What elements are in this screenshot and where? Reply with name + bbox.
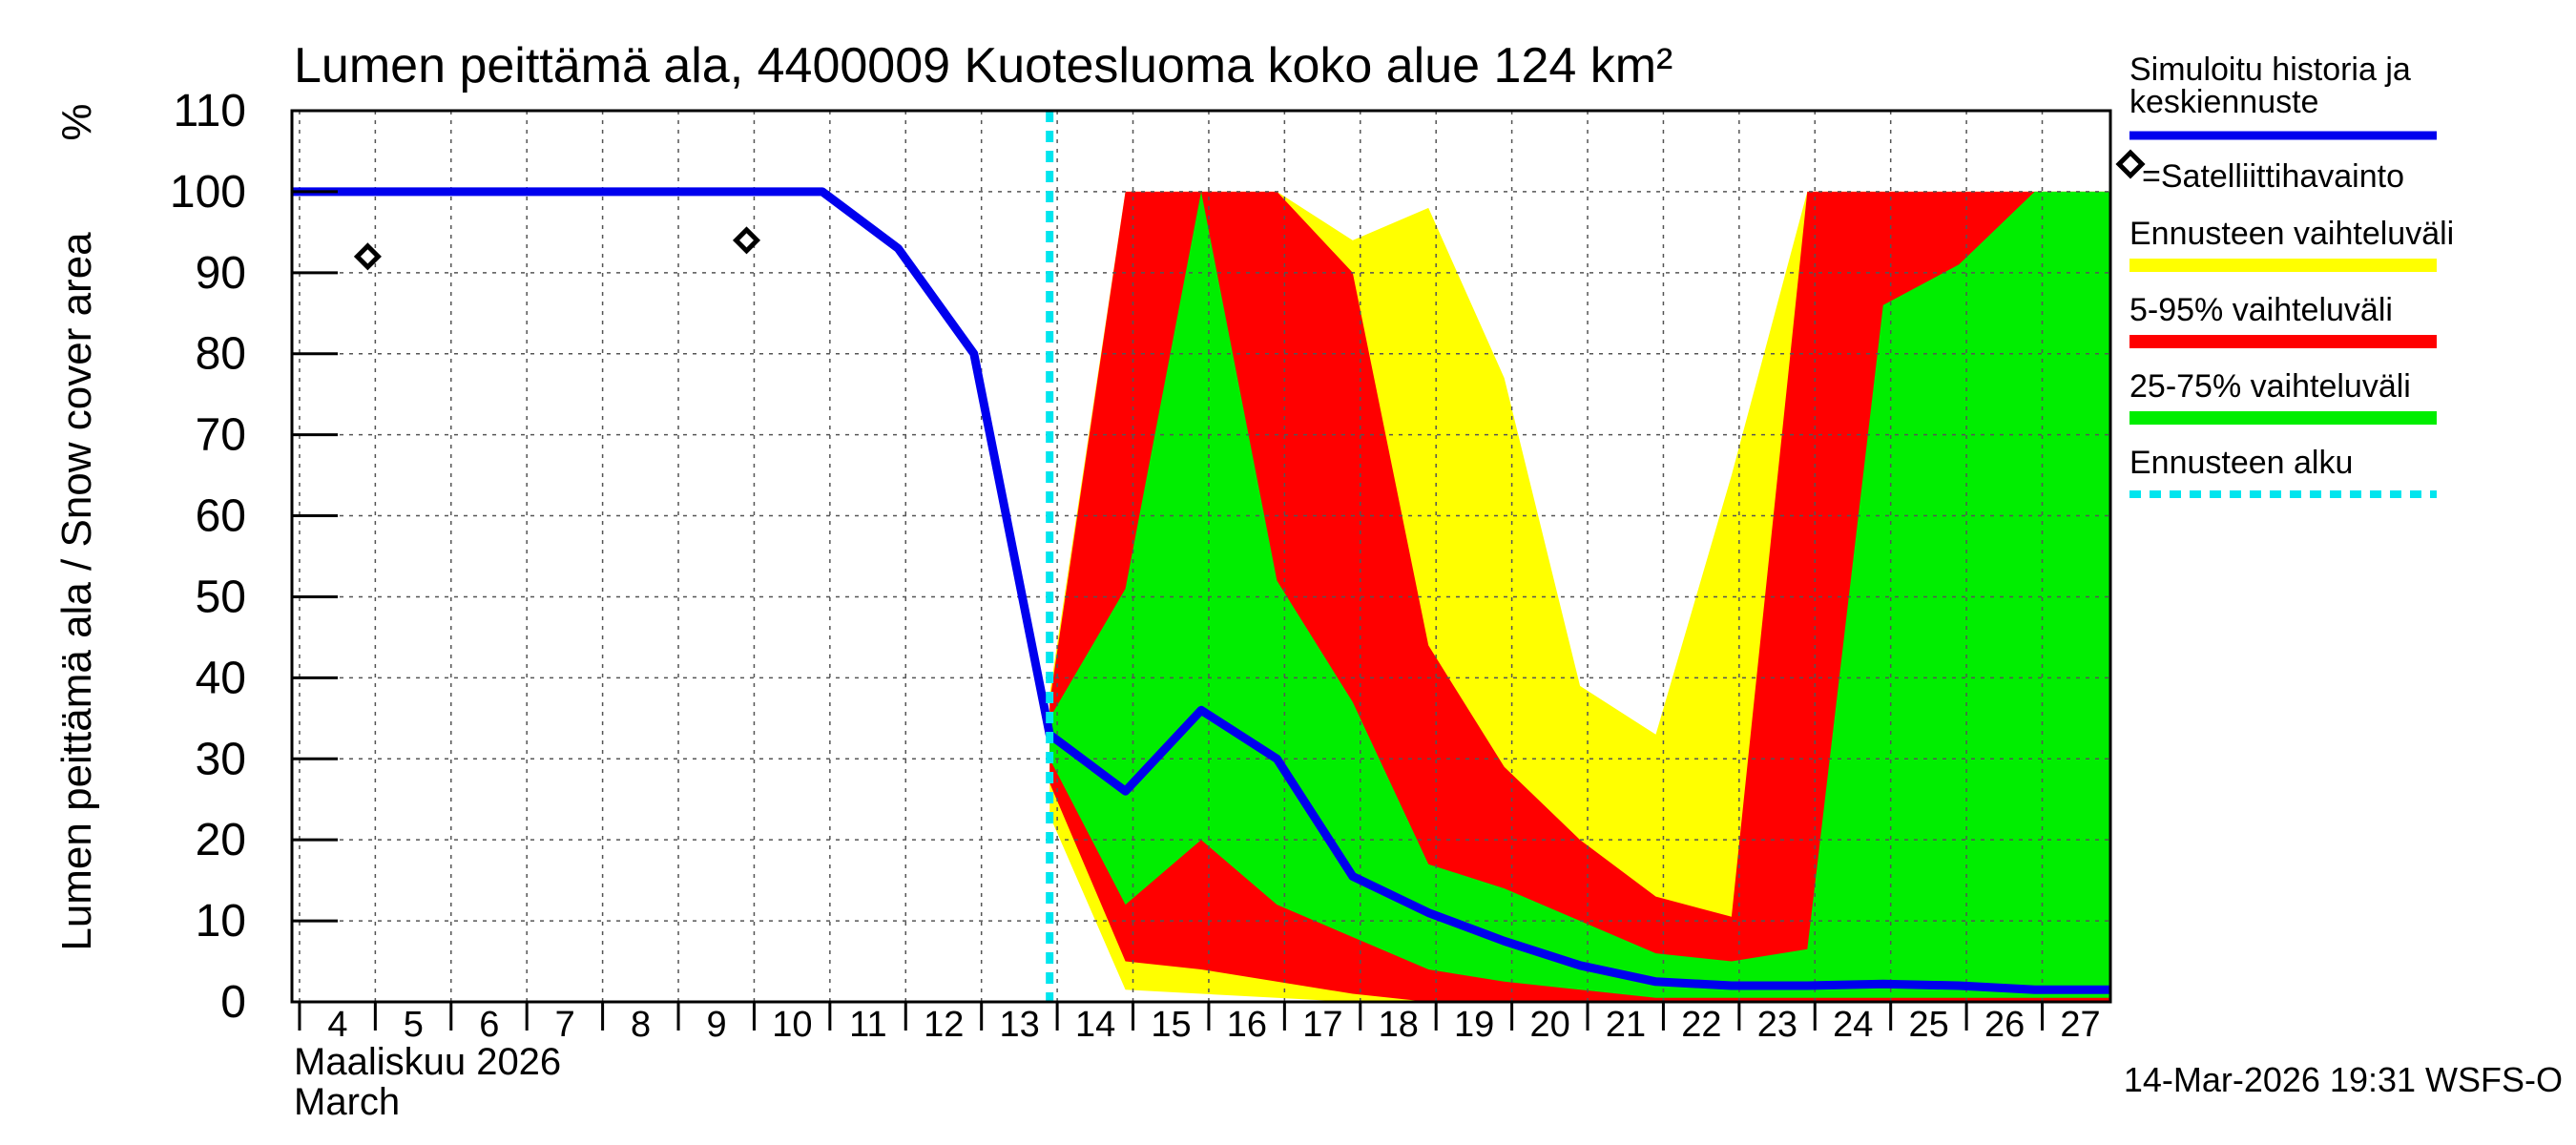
x-tick-label-2: 6 <box>479 1005 499 1045</box>
x-tick-label-23: 27 <box>2060 1005 2100 1045</box>
x-axis-label-en: March <box>294 1081 400 1123</box>
y-tick-label-7: 70 <box>196 410 246 461</box>
x-tick-label-16: 20 <box>1529 1005 1569 1045</box>
legend-label-p25-75: 25-75% vaihteluväli <box>2129 368 2411 405</box>
y-tick-label-6: 60 <box>196 491 246 542</box>
y-tick-label-11: 110 <box>173 86 246 136</box>
x-tick-label-3: 7 <box>555 1005 575 1045</box>
x-tick-label-11: 15 <box>1151 1005 1191 1045</box>
y-tick-label-0: 0 <box>220 977 246 1028</box>
chart-title: Lumen peittämä ala, 4400009 Kuotesluoma … <box>294 38 1672 94</box>
x-tick-label-4: 8 <box>631 1005 651 1045</box>
legend-label-observation: =Satelliittihavainto <box>2142 158 2404 195</box>
y-axis: 0 10 20 30 40 50 60 70 80 90 100 110 <box>170 86 338 1028</box>
y-tick-label-4: 40 <box>196 653 246 703</box>
median-layer <box>292 187 2110 994</box>
x-tick-label-14: 18 <box>1379 1005 1419 1045</box>
x-tick-label-21: 25 <box>1909 1005 1949 1045</box>
x-tick-label-7: 11 <box>849 1005 886 1045</box>
x-tick-label-20: 24 <box>1833 1005 1873 1045</box>
x-tick-label-10: 14 <box>1075 1005 1115 1045</box>
bands-layer <box>1049 191 2110 1002</box>
band-3 <box>1049 191 2110 998</box>
x-tick-label-6: 10 <box>772 1005 812 1045</box>
y-tick-label-1: 10 <box>196 896 246 947</box>
x-tick-label-13: 17 <box>1302 1005 1342 1045</box>
y-tick-label-5: 50 <box>196 572 246 622</box>
x-tick-label-18: 22 <box>1681 1005 1721 1045</box>
legend-label-p5-95: 5-95% vaihteluväli <box>2129 292 2393 328</box>
legend-label-median-line2: keskiennuste <box>2129 84 2318 120</box>
legend-label-median-line1: Simuloitu historia ja <box>2129 52 2411 88</box>
x-tick-label-12: 16 <box>1227 1005 1267 1045</box>
observation-marker-1 <box>353 242 382 271</box>
x-tick-label-9: 13 <box>1000 1005 1040 1045</box>
x-tick-label-1: 5 <box>404 1005 424 1045</box>
legend-swatch-observation <box>2115 149 2146 179</box>
median-line <box>292 187 2110 994</box>
x-tick-label-0: 4 <box>327 1005 347 1045</box>
x-tick-label-5: 9 <box>706 1005 726 1045</box>
legend-label-forecast-start: Ennusteen alku <box>2129 445 2353 481</box>
plot-frame <box>290 109 2112 1004</box>
timestamp: 14-Mar-2026 19:31 WSFS-O <box>2124 1060 2563 1099</box>
x-tick-label-17: 21 <box>1606 1005 1646 1045</box>
grid-layer <box>292 111 2110 1002</box>
x-axis: 4 5 6 7 8 9 10 11 12 13 14 15 16 17 18 19 20 21 22 23 24 25 26… <box>298 1002 2101 1045</box>
y-tick-label-8: 80 <box>196 329 246 380</box>
y-tick-label-10: 100 <box>170 167 246 218</box>
y-unit-label: % <box>53 103 100 140</box>
observations-layer <box>353 226 761 271</box>
legend-label-envelope: Ennusteen vaihteluväli <box>2129 216 2454 252</box>
y-tick-label-3: 30 <box>196 734 246 784</box>
x-tick-label-19: 23 <box>1757 1005 1797 1045</box>
y-axis-label: Lumen peittämä ala / Snow cover area <box>53 232 100 951</box>
y-tick-label-9: 90 <box>196 248 246 299</box>
y-tick-label-2: 20 <box>196 815 246 865</box>
x-tick-label-15: 19 <box>1454 1005 1494 1045</box>
x-tick-label-22: 26 <box>1984 1005 2025 1045</box>
x-axis-label-fi: Maaliskuu 2026 <box>294 1041 561 1083</box>
observation-marker-2 <box>732 226 761 255</box>
x-tick-label-8: 12 <box>924 1005 964 1045</box>
